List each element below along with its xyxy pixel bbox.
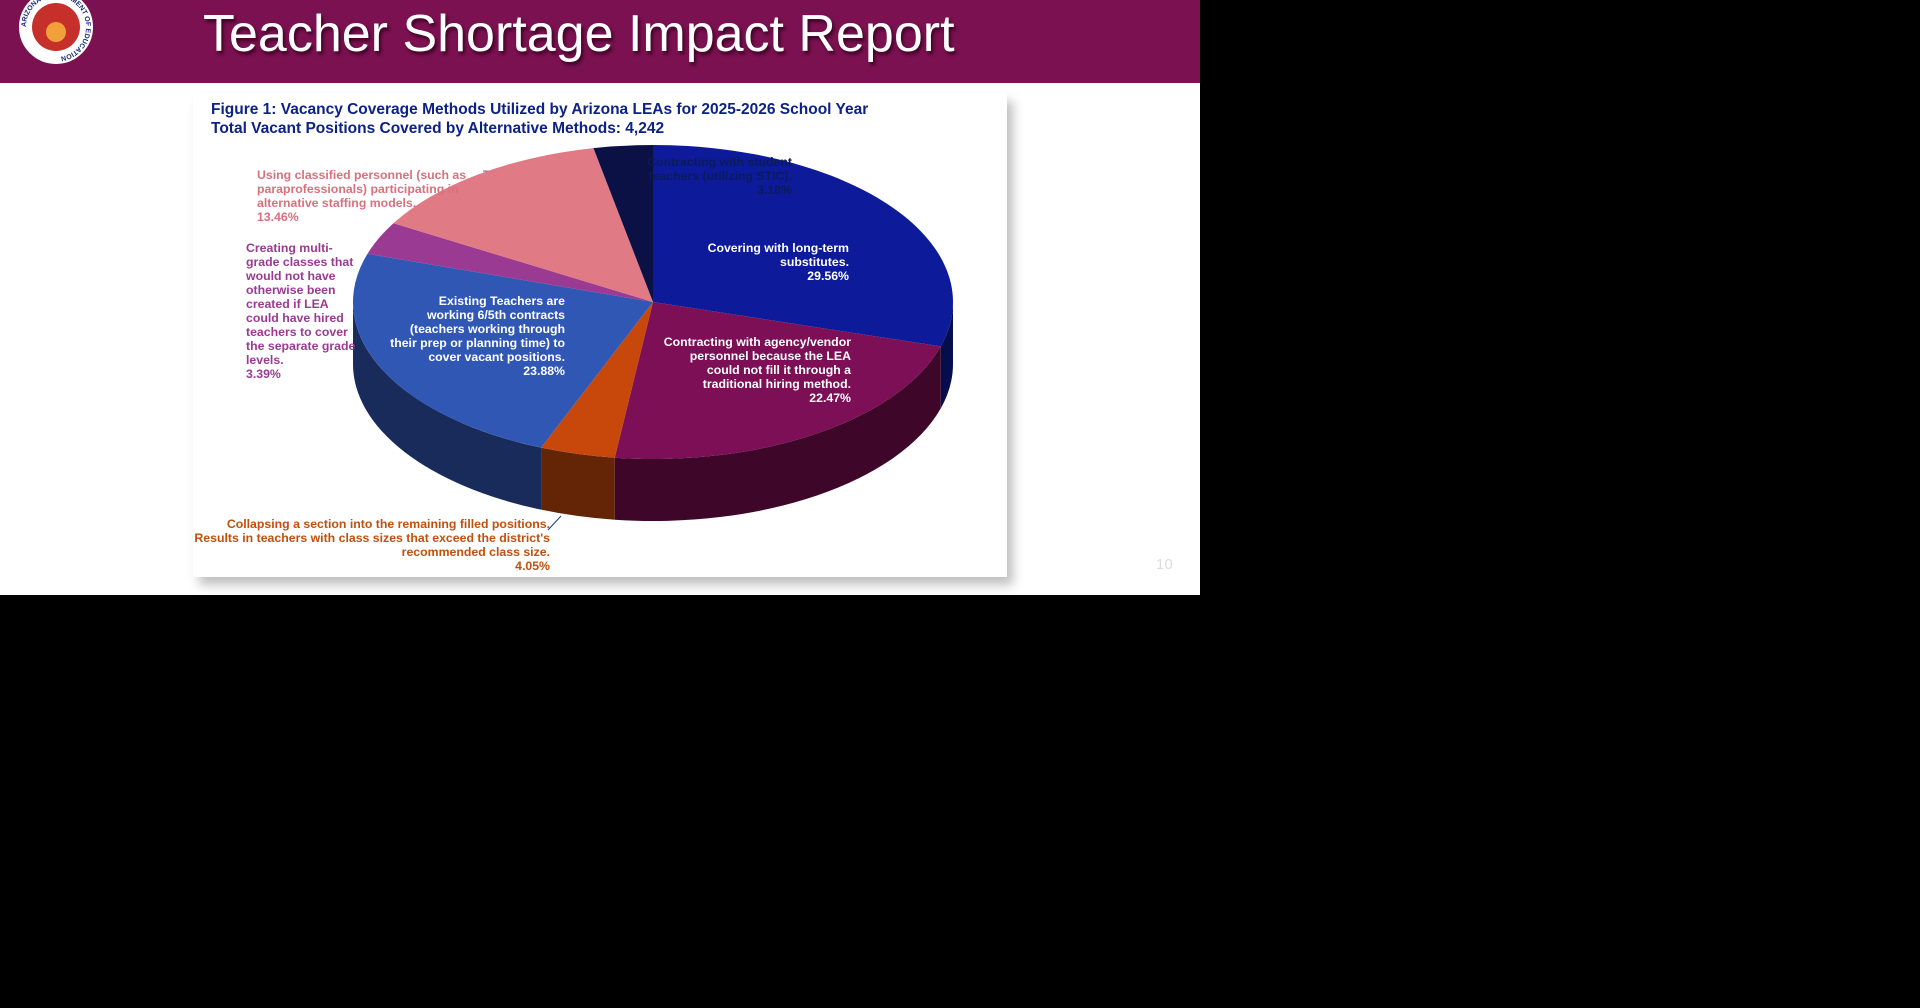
value-label: 23.88% bbox=[523, 364, 565, 378]
category-label: Contracting with student teachers (utili… bbox=[647, 155, 792, 183]
logo: ARIZONA DEPARTMENT OF EDUCATION bbox=[17, 0, 95, 66]
category-label: Using classified personnel (such as para… bbox=[257, 168, 467, 210]
slice-side bbox=[353, 302, 542, 510]
category-label: Contracting with agency/vendor personnel… bbox=[663, 335, 851, 391]
value-label: 3.39% bbox=[246, 367, 281, 381]
category-label: Creating multi-grade classes that would … bbox=[246, 241, 356, 367]
pie-chart bbox=[353, 145, 954, 531]
value-label: 22.47% bbox=[809, 391, 851, 405]
pie-slice bbox=[541, 302, 653, 458]
slice-label: Existing Teachers are working 6/5th cont… bbox=[390, 294, 565, 378]
chart-subtitle: Total Vacant Positions Covered by Altern… bbox=[211, 120, 665, 137]
slide: ARIZONA DEPARTMENT OF EDUCATION Teacher … bbox=[0, 0, 1200, 595]
pie-slice bbox=[367, 223, 653, 302]
figure-card: Figure 1: Vacancy Coverage Methods Utili… bbox=[193, 93, 1007, 577]
value-label: 4.05% bbox=[515, 559, 550, 573]
slice-label: Contracting with agency/vendor personnel… bbox=[661, 335, 851, 405]
slice-side bbox=[940, 302, 953, 409]
category-label: Collapsing a section into the remaining … bbox=[194, 517, 550, 559]
header-band bbox=[0, 0, 1200, 83]
value-label: 29.56% bbox=[807, 269, 849, 283]
pie-slice bbox=[593, 145, 653, 302]
slide-title: Teacher Shortage Impact Report bbox=[203, 5, 955, 63]
slice-label: Using classified personnel (such as para… bbox=[257, 168, 482, 224]
pie-slice bbox=[614, 302, 941, 459]
page-number: 10 bbox=[1156, 556, 1173, 573]
chart-title: Figure 1: Vacancy Coverage Methods Utili… bbox=[211, 101, 869, 118]
slice-side bbox=[614, 346, 941, 521]
pie-slice bbox=[353, 253, 653, 448]
slice-label: Contracting with student teachers (utili… bbox=[632, 155, 792, 197]
pie-slice bbox=[393, 148, 653, 302]
leader-line bbox=[547, 515, 562, 531]
slice-side bbox=[541, 447, 615, 520]
value-label: 13.46% bbox=[257, 210, 299, 224]
category-label: Covering with long-term substitutes. bbox=[707, 241, 849, 269]
slice-label: Creating multi-grade classes that would … bbox=[246, 241, 356, 381]
slice-label: Covering with long-term substitutes. 29.5… bbox=[669, 241, 849, 283]
slice-label: Collapsing a section into the remaining … bbox=[190, 517, 550, 573]
value-label: 3.18% bbox=[757, 183, 792, 197]
pie-slice bbox=[653, 145, 954, 347]
category-label: Existing Teachers are working 6/5th cont… bbox=[390, 294, 565, 364]
